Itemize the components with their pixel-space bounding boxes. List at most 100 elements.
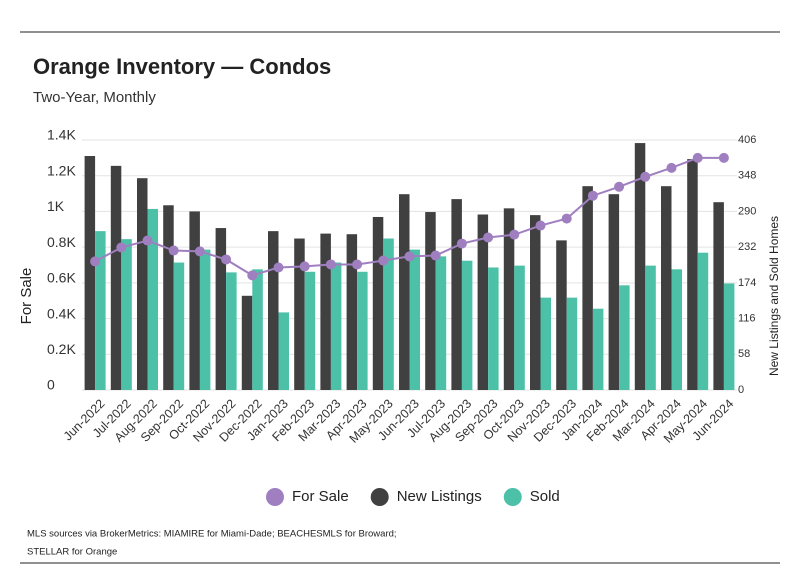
bar [503,208,515,390]
chart-title: Orange Inventory — Condos [33,54,331,79]
point [456,238,467,249]
point [168,245,179,256]
bar [540,297,551,390]
bar [645,265,656,390]
bar [304,271,316,390]
bar [84,156,96,390]
point [247,270,258,281]
y-tick-label: 0.4K [47,305,76,321]
point [352,259,363,270]
legend-marker [266,488,284,506]
bar [137,178,148,390]
point [378,255,389,266]
bar [199,249,211,390]
bar [268,231,279,390]
bar [147,208,158,390]
bar [566,297,578,390]
bar [226,272,237,390]
bar [294,238,305,390]
y-tick-label: 1K [47,198,65,214]
point [325,259,336,270]
bar [461,260,473,390]
y2-tick-label: 290 [738,205,756,217]
bar [383,238,394,390]
y-tick-label: 0.2K [47,341,76,357]
y-tick-label: 0.6K [47,270,76,286]
bar [488,267,499,390]
legend-label: Sold [530,488,560,505]
bar [357,271,368,390]
bar [619,285,630,390]
point [299,261,310,272]
y2-tick-label: 174 [738,277,756,289]
y2-tick-label: 116 [738,312,756,324]
point [116,242,127,253]
bar [173,262,185,390]
bar [278,312,289,390]
legend-label: For Sale [292,488,349,505]
bar [346,234,358,390]
bar [372,216,384,390]
point [273,262,284,273]
point [194,246,205,257]
point [90,256,101,267]
bar [252,269,263,390]
point [142,235,153,246]
y2-tick-label: 58 [738,348,750,360]
point [666,162,677,173]
point [718,152,729,163]
bar [634,143,646,390]
bar [215,228,227,390]
bar [477,214,489,390]
point [483,232,494,243]
y-axis-label: For Sale [18,268,35,325]
y2-tick-label: 232 [738,241,756,253]
bar [163,205,174,390]
bar [671,269,682,390]
bar [425,212,436,390]
point [692,152,703,163]
y-tick-label: 1.2K [47,162,76,178]
legend-label: New Listings [397,488,482,505]
bar [592,308,604,390]
point [404,251,415,262]
bar [189,211,200,390]
y2-axis-label: New Listings and Sold Homes [767,216,781,376]
point [640,171,651,182]
point [509,229,520,240]
y-tick-label: 1.4K [47,127,76,143]
bar [330,262,342,390]
y2-tick-label: 348 [738,170,756,182]
bar [697,252,709,390]
point [614,181,625,192]
y-tick-label: 0 [47,377,55,393]
legend-marker [370,488,389,506]
point [561,213,572,224]
bar [435,256,447,390]
point [430,250,441,261]
bar [556,240,567,390]
bar [121,239,132,390]
bar [582,186,593,390]
legend-marker [503,488,522,506]
footnote: MLS sources via BrokerMetrics: MIAMIRE f… [27,529,397,540]
bar [530,215,541,390]
bar [608,194,620,390]
bar [409,249,420,390]
y-tick-label: 0.8K [47,234,76,250]
bar [723,283,735,390]
bar [451,199,462,390]
point [587,190,598,201]
point [535,220,546,231]
bar [95,231,106,390]
bar [661,186,672,390]
point [221,254,232,265]
bar [713,202,724,390]
y2-tick-label: 0 [738,384,744,396]
chart-subtitle: Two-Year, Monthly [33,89,156,106]
bar [514,265,525,390]
bar [399,194,410,390]
bar [687,159,698,390]
bar [241,295,253,390]
